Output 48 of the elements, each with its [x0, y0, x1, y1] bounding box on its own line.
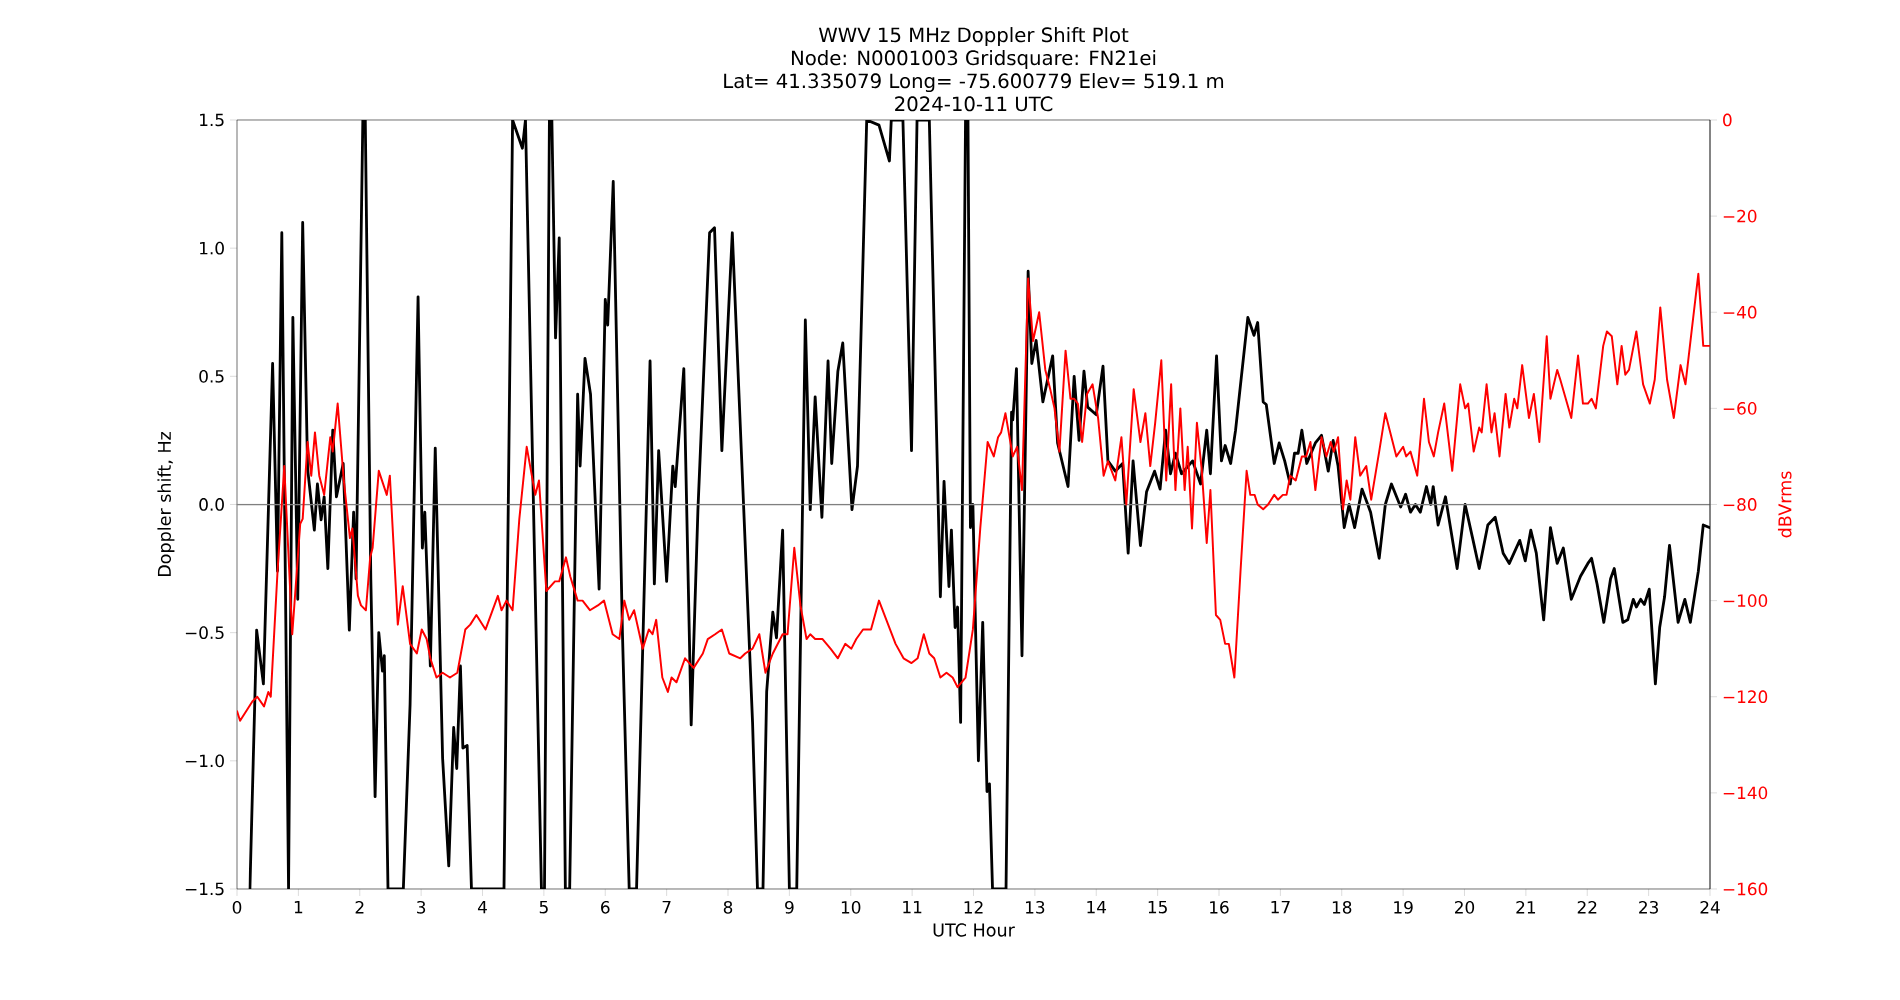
x-tick-label: 0	[232, 900, 242, 914]
x-tick-label: 18	[1332, 900, 1352, 914]
y2-tick-label: 0	[1723, 113, 1732, 127]
x-tick-label: 23	[1639, 900, 1658, 914]
x-tick-label: 20	[1455, 900, 1475, 914]
y-axis-title: Doppler shift, Hz	[157, 431, 175, 577]
x-tick-label: 16	[1210, 900, 1229, 914]
x-tick-label: 19	[1394, 900, 1413, 914]
chart-subtitle: Node: N0001003 Gridsquare: FN21ei	[791, 50, 1156, 70]
y-tick-label: −1.0	[185, 754, 224, 768]
x-tick-label: 13	[1026, 900, 1045, 914]
y2-tick-label: −60	[1723, 401, 1757, 415]
x-tick-label: 17	[1271, 900, 1290, 914]
chart-title: WWV 15 MHz Doppler Shift Plot	[818, 27, 1129, 47]
x-tick-label: 12	[964, 900, 983, 914]
x-tick-label: 5	[539, 900, 548, 914]
y-tick-label: −1.5	[185, 882, 224, 896]
y2-tick-label: −140	[1723, 786, 1768, 800]
y2-tick-label: −100	[1723, 594, 1768, 607]
x-tick-label: 21	[1516, 900, 1536, 914]
x-tick-label: 22	[1577, 900, 1597, 914]
y-tick-label: 0.0	[199, 498, 224, 511]
x-tick-label: 24	[1700, 900, 1720, 914]
x-tick-label: 8	[723, 900, 733, 914]
x-tick-label: 3	[417, 900, 426, 914]
x-tick-label: 2	[355, 900, 364, 914]
y2-tick-label: −40	[1723, 305, 1757, 319]
x-tick-label: 7	[662, 900, 671, 914]
text: Lat= 41.335079 Long= -75.600779 Elev= 519.1 m	[724, 73, 1224, 93]
y2-tick-label: −120	[1723, 690, 1768, 704]
y-tick-label: 1.5	[200, 113, 224, 127]
x-axis-title: UTC Hour	[933, 923, 1015, 937]
x-tick-label: 10	[841, 900, 861, 914]
x-tick-label: 15	[1148, 900, 1167, 914]
y-tick-label: 0.5	[199, 369, 224, 383]
x-tick-label: 11	[903, 900, 922, 914]
y-tick-label: −0.5	[185, 626, 224, 640]
x-tick-label: 1	[294, 900, 303, 914]
x-tick-label: 6	[601, 900, 610, 914]
y2-tick-label: −80	[1723, 498, 1757, 511]
y2-axis-title: dBVrms	[1777, 471, 1792, 538]
y-tick-label: 1.0	[200, 241, 224, 255]
text: 2024-10-11 UTC	[895, 96, 1053, 112]
y2-tick-label: −20	[1723, 209, 1757, 223]
y2-tick-label: −160	[1723, 882, 1768, 896]
x-tick-label: 4	[477, 900, 487, 914]
x-tick-label: 14	[1087, 900, 1107, 914]
x-tick-label: 9	[785, 900, 794, 914]
